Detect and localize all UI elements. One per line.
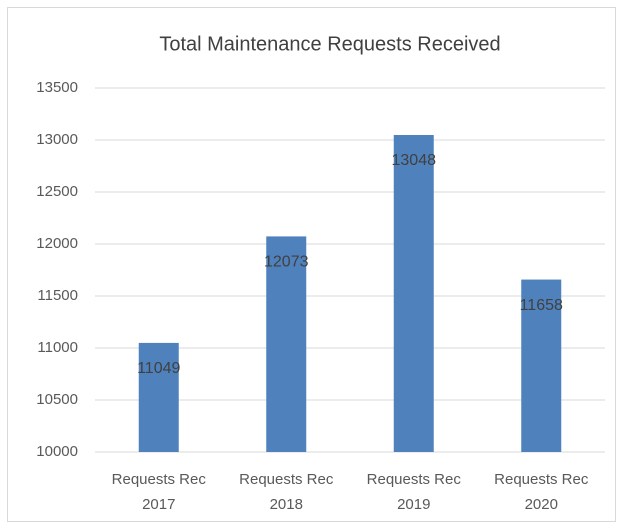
- y-tick-label: 13500: [36, 79, 78, 96]
- bar: [521, 279, 562, 452]
- bar: [393, 135, 434, 452]
- data-label: 11658: [520, 297, 563, 314]
- x-tick-line: Requests Rec: [112, 471, 207, 488]
- x-tick-line: Requests Rec: [367, 471, 462, 488]
- x-tick-label: Requests Rec 2019: [367, 471, 462, 513]
- x-tick-line: 2017: [142, 496, 175, 513]
- y-tick-label: 10000: [36, 443, 78, 460]
- x-tick-line: Requests Rec: [494, 471, 589, 488]
- data-label: 13048: [392, 152, 437, 169]
- x-tick-line: 2018: [270, 496, 303, 513]
- y-tick-label: 12500: [36, 183, 78, 200]
- x-tick-label: Requests Rec 2017: [112, 471, 207, 513]
- y-tick-label: 11500: [37, 287, 78, 304]
- data-label: 12073: [264, 254, 309, 271]
- chart-title: Total Maintenance Requests Received: [159, 33, 500, 55]
- x-tick-label: Requests Rec 2018: [239, 471, 334, 513]
- chart-border: [7, 7, 616, 522]
- y-tick-label: 12000: [36, 235, 78, 252]
- x-tick-line: 2019: [397, 496, 430, 513]
- x-tick-line: 2020: [525, 496, 558, 513]
- bar: [266, 236, 307, 452]
- bar: [138, 342, 179, 452]
- x-tick-line: Requests Rec: [239, 471, 334, 488]
- x-tick-label: Requests Rec 2020: [494, 471, 589, 513]
- y-tick-label: 13000: [36, 131, 78, 148]
- data-label: 11049: [137, 360, 180, 377]
- y-tick-label: 11000: [37, 339, 78, 356]
- y-tick-label: 10500: [36, 391, 78, 408]
